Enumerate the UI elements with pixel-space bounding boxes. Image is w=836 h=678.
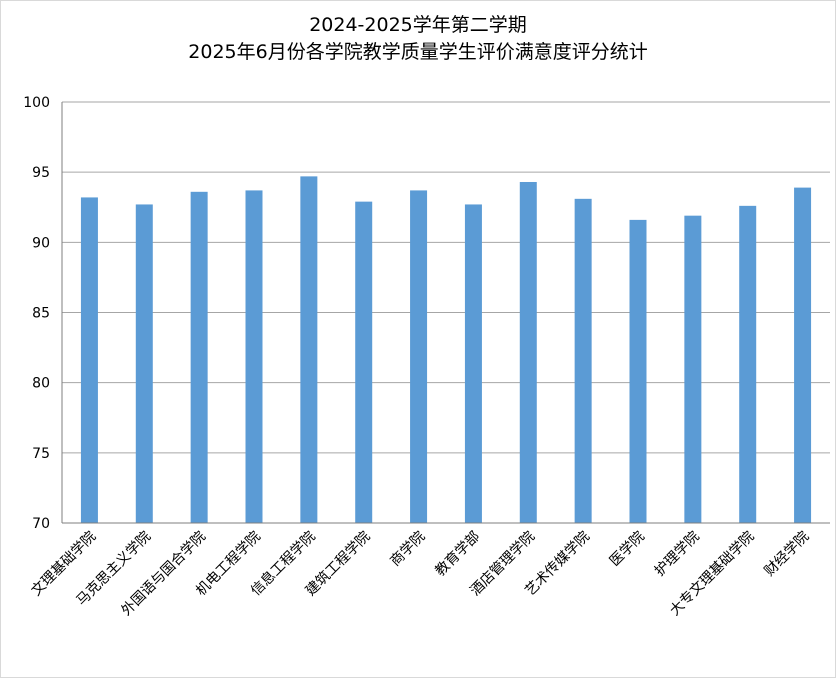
x-tick-label: 医学院 (607, 529, 648, 570)
bar (190, 191, 208, 523)
y-axis-ticks: 70 75 80 85 90 95 100 (23, 95, 50, 532)
bar (574, 198, 592, 523)
bar (300, 176, 318, 524)
y-tick-label: 75 (32, 446, 50, 462)
y-tick-label: 80 (32, 376, 50, 392)
axes (61, 102, 830, 524)
y-tick-label: 95 (32, 165, 50, 181)
x-tick-label: 财经学院 (761, 529, 812, 580)
x-tick-label: 商学院 (387, 529, 428, 570)
bar (794, 187, 812, 523)
chart-title-line2: 2025年6月份各学院教学质量学生评价满意度评分统计 (188, 41, 648, 63)
bar (245, 190, 263, 523)
y-tick-label: 85 (32, 306, 50, 322)
bar (464, 204, 482, 523)
x-axis-labels: 文理基础学院马克思主义学院外国语与国合学院机电工程学院信息工程学院建筑工程学院商… (28, 528, 813, 619)
y-tick-label: 100 (23, 95, 50, 111)
y-tick-label: 90 (32, 235, 50, 251)
chart-title-line1: 2024-2025学年第二学期 (309, 14, 527, 36)
bar (410, 190, 428, 523)
bar (684, 215, 702, 524)
x-tick-label: 教育学部 (432, 529, 483, 580)
y-tick-label: 70 (32, 516, 50, 532)
x-tick-label: 护理学院 (652, 529, 703, 580)
gridlines (62, 101, 830, 524)
bar (355, 201, 373, 524)
bars (80, 176, 812, 524)
bar (629, 219, 647, 523)
bar (519, 181, 537, 524)
bar (739, 205, 757, 523)
bar (80, 197, 98, 523)
bar (135, 204, 153, 523)
